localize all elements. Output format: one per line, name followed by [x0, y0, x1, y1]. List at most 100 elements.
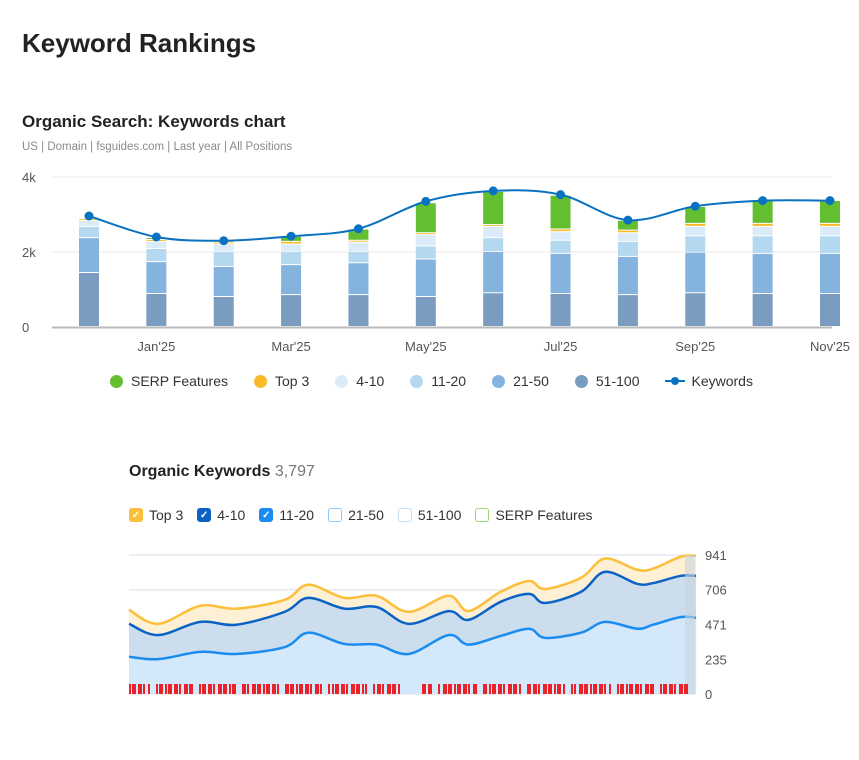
- note-flag-icon: [398, 684, 400, 694]
- legend-checkbox-top-3[interactable]: ✓ Top 3: [129, 507, 183, 523]
- bar-segment-21-50: [820, 253, 840, 293]
- checkbox-checked-icon[interactable]: ✓: [197, 508, 212, 522]
- note-flag-icon: [191, 684, 193, 694]
- y-tick-label: 4k: [22, 170, 36, 185]
- note-flag-icon: [156, 684, 158, 694]
- note-flag-icon: [204, 684, 206, 694]
- note-flag-icon: [422, 684, 424, 694]
- legend-swatch-icon: [410, 374, 424, 388]
- legend-item[interactable]: Top 3: [254, 373, 309, 389]
- note-flag-icon: [581, 684, 583, 694]
- note-flag-icon: [595, 684, 597, 694]
- bar-segment-top-3: [348, 240, 369, 242]
- y-tick-label: 235: [705, 652, 727, 667]
- keywords-chart-subtitle: US | Domain | fsguides.com | Last year |…: [22, 141, 293, 153]
- note-flag-icon: [548, 684, 550, 694]
- note-flag-icon: [438, 684, 440, 694]
- note-flag-icon: [450, 684, 452, 694]
- checkbox-unchecked-icon[interactable]: [397, 508, 412, 522]
- legend-label: 21-50: [513, 373, 549, 389]
- note-flag-icon: [550, 684, 552, 694]
- bar-segment-51-100: [281, 295, 302, 326]
- note-flag-icon: [247, 684, 249, 694]
- note-flag-icon: [584, 684, 586, 694]
- legend-checkbox-4-10[interactable]: ✓ 4-10: [197, 507, 245, 523]
- note-flag-icon: [387, 684, 389, 694]
- x-tick-label: Nov'25: [810, 339, 850, 354]
- checkbox-checked-icon[interactable]: ✓: [129, 508, 143, 522]
- checkbox-unchecked-icon[interactable]: [475, 508, 490, 522]
- legend-label: Keywords: [691, 373, 753, 389]
- bar-segment-21-50: [79, 238, 99, 272]
- note-flag-icon: [468, 684, 470, 694]
- checkbox-unchecked-icon[interactable]: [328, 508, 343, 522]
- legend-item[interactable]: 11-20: [410, 373, 466, 389]
- y-tick-label: 0: [22, 320, 29, 335]
- note-flag-icon: [341, 684, 343, 694]
- note-flag-icon: [213, 684, 215, 694]
- note-flag-icon: [259, 684, 261, 694]
- legend-checkbox-serp-features[interactable]: SERP Features: [475, 507, 592, 523]
- note-flag-icon: [296, 684, 298, 694]
- note-flag-icon: [373, 684, 375, 694]
- note-flag-icon: [268, 684, 270, 694]
- keywords-point: [151, 232, 161, 242]
- note-flag-icon: [459, 684, 461, 694]
- note-flag-icon: [176, 684, 178, 694]
- bar-segment-11-20: [415, 246, 436, 259]
- note-flag-icon: [292, 684, 294, 694]
- keywords-chart-title: Organic Search: Keywords chart: [22, 112, 286, 131]
- bar-segment-11-20: [348, 252, 369, 263]
- note-flag-icon: [593, 684, 595, 694]
- keywords-point: [690, 201, 700, 211]
- note-flag-icon: [543, 684, 545, 694]
- note-flag-icon: [392, 684, 394, 694]
- legend-item[interactable]: 21-50: [492, 373, 549, 389]
- legend-checkbox-11-20[interactable]: ✓ 11-20: [259, 507, 314, 523]
- bar-segment-51-100: [146, 294, 167, 326]
- bar-segment-4-10: [685, 226, 706, 236]
- note-flag-icon: [132, 684, 134, 694]
- legend-item[interactable]: 4-10: [335, 373, 384, 389]
- checkbox-checked-icon[interactable]: ✓: [259, 508, 274, 522]
- bar-segment-11-20: [685, 236, 706, 252]
- note-flag-icon: [586, 684, 588, 694]
- note-flag-icon: [328, 684, 330, 694]
- legend-swatch-icon: [574, 374, 588, 388]
- legend-swatch-icon: [254, 374, 268, 388]
- note-flag-icon: [252, 684, 254, 694]
- note-flag-icon: [394, 684, 396, 694]
- x-tick-label: Jul'25: [544, 339, 578, 354]
- note-flag-icon: [590, 684, 592, 694]
- legend-item[interactable]: Keywords: [665, 373, 753, 389]
- legend-checkbox-51-100[interactable]: 51-100: [397, 507, 461, 523]
- keywords-bar-chart: 0 2k 4k Jan'25 Mar'25 May'25 Jul'25 Sep'25 Nov'2…: [22, 170, 850, 354]
- legend-item[interactable]: 51-100: [574, 373, 639, 389]
- note-flag-icon: [631, 684, 633, 694]
- y-tick-label: 941: [705, 548, 727, 563]
- bar-segment-21-50: [752, 253, 773, 293]
- legend-label: 11-20: [279, 507, 315, 523]
- bar-segment-4-10: [213, 244, 234, 251]
- note-flag-icon: [170, 684, 172, 694]
- bar-segment-11-20: [820, 236, 840, 253]
- series-line-4-10: [128, 570, 697, 637]
- note-flag-icon: [626, 684, 628, 694]
- keywords-point: [556, 190, 566, 200]
- note-flag-icon: [353, 684, 355, 694]
- bar-segment-11-20: [483, 238, 504, 251]
- note-flag-icon: [647, 684, 649, 694]
- note-flag-icon: [640, 684, 642, 694]
- note-flag-icon: [533, 684, 535, 694]
- legend-checkbox-21-50[interactable]: 21-50: [328, 507, 384, 523]
- legend-item[interactable]: SERP Features: [110, 373, 228, 389]
- note-flag-icon: [671, 684, 673, 694]
- note-flag-icon: [519, 684, 521, 694]
- series-line-11-20: [128, 615, 697, 661]
- note-flag-icon: [527, 684, 529, 694]
- note-flag-icon: [557, 684, 559, 694]
- bar-segment-11-20: [213, 252, 234, 266]
- bar-segment-21-50: [550, 253, 571, 293]
- note-flag-icon: [669, 684, 671, 694]
- note-flag-icon: [274, 684, 276, 694]
